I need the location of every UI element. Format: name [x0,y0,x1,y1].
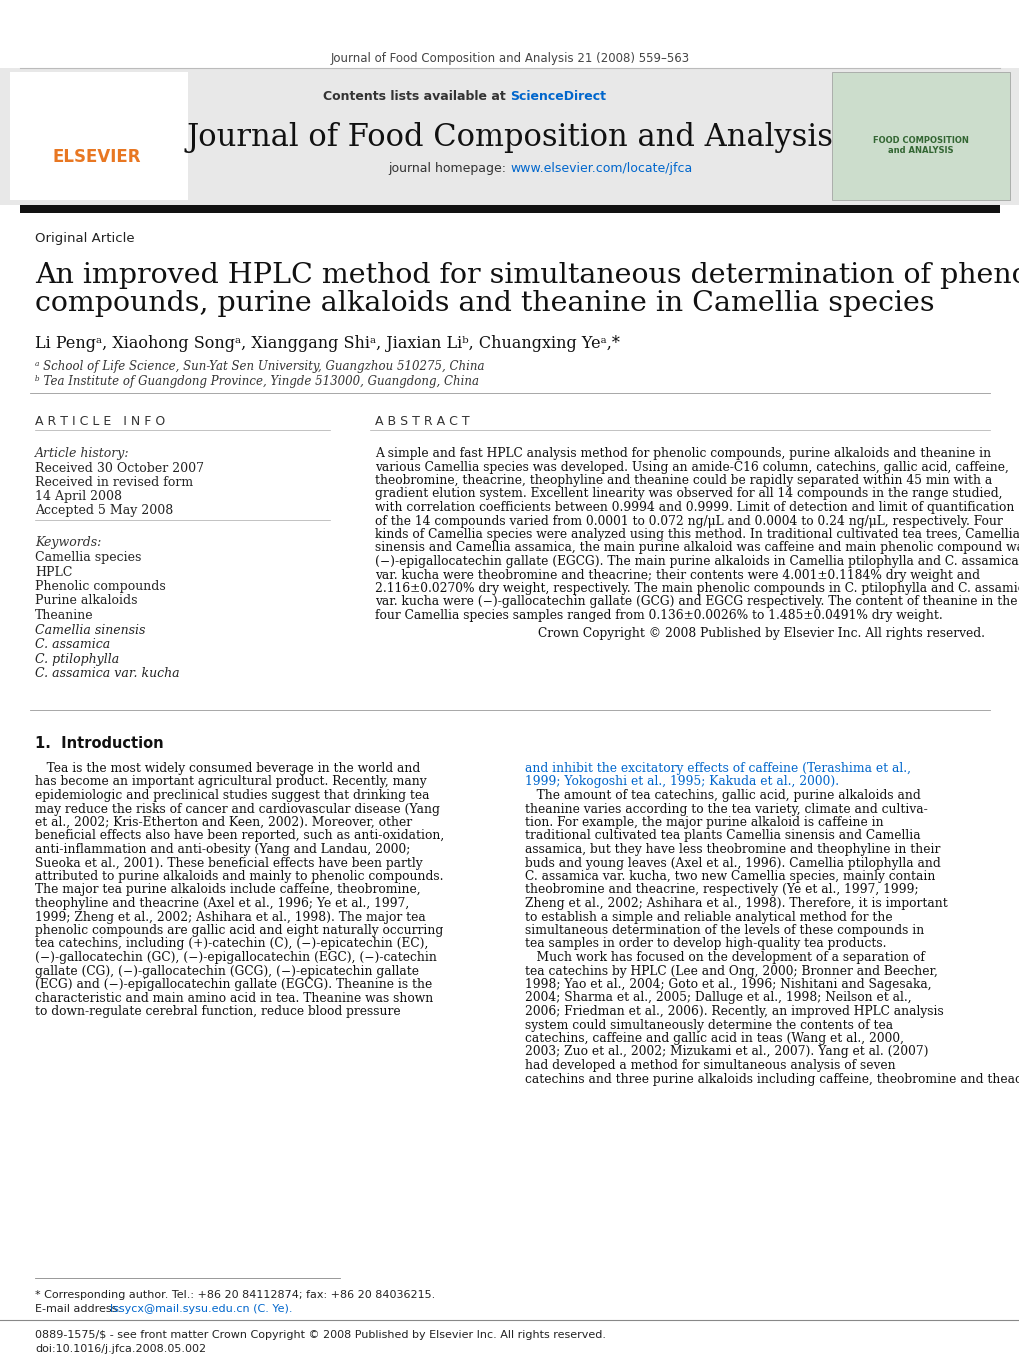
Text: doi:10.1016/j.jfca.2008.05.002: doi:10.1016/j.jfca.2008.05.002 [35,1344,206,1354]
Text: theobromine, theacrine, theophyline and theanine could be rapidly separated with: theobromine, theacrine, theophyline and … [375,474,991,487]
Text: epidemiologic and preclinical studies suggest that drinking tea: epidemiologic and preclinical studies su… [35,790,429,802]
Text: Received in revised form: Received in revised form [35,476,193,489]
Text: 1998; Yao et al., 2004; Goto et al., 1996; Nishitani and Sagesaka,: 1998; Yao et al., 2004; Goto et al., 199… [525,978,930,991]
Text: Accepted 5 May 2008: Accepted 5 May 2008 [35,504,173,516]
Text: ᵇ Tea Institute of Guangdong Province, Yingde 513000, Guangdong, China: ᵇ Tea Institute of Guangdong Province, Y… [35,375,479,389]
Text: HPLC: HPLC [35,565,72,579]
Text: var. kucha were theobromine and theacrine; their contents were 4.001±0.1184% dry: var. kucha were theobromine and theacrin… [375,568,979,582]
Text: (−)-epigallocatechin gallate (EGCG). The main purine alkaloids in Camellia ptilo: (−)-epigallocatechin gallate (EGCG). The… [375,554,1018,568]
Text: 0889-1575/$ - see front matter Crown Copyright © 2008 Published by Elsevier Inc.: 0889-1575/$ - see front matter Crown Cop… [35,1330,605,1340]
Text: Crown Copyright © 2008 Published by Elsevier Inc. All rights reserved.: Crown Copyright © 2008 Published by Else… [537,626,984,640]
Text: sinensis and Camellia assamica, the main purine alkaloid was caffeine and main p: sinensis and Camellia assamica, the main… [375,541,1019,554]
Text: tea catechins by HPLC (Lee and Ong, 2000; Bronner and Beecher,: tea catechins by HPLC (Lee and Ong, 2000… [525,965,936,977]
Text: to down-regulate cerebral function, reduce blood pressure: to down-regulate cerebral function, redu… [35,1006,400,1018]
Bar [10,72,187,200]
Text: gallate (CG), (−)-gallocatechin (GCG), (−)-epicatechin gallate: gallate (CG), (−)-gallocatechin (GCG), (… [35,965,419,977]
Text: 1999; Zheng et al., 2002; Ashihara et al., 1998). The major tea: 1999; Zheng et al., 2002; Ashihara et al… [35,911,425,924]
Text: characteristic and main amino acid in tea. Theanine was shown: characteristic and main amino acid in te… [35,992,433,1004]
Text: four Camellia species samples ranged from 0.136±0.0026% to 1.485±0.0491% dry wei: four Camellia species samples ranged fro… [375,609,942,622]
Text: compounds, purine alkaloids and theanine in Camellia species: compounds, purine alkaloids and theanine… [35,289,933,317]
Text: A simple and fast HPLC analysis method for phenolic compounds, purine alkaloids : A simple and fast HPLC analysis method f… [375,447,990,459]
Text: assamica, but they have less theobromine and theophyline in their: assamica, but they have less theobromine… [525,843,940,856]
Text: Phenolic compounds: Phenolic compounds [35,580,166,593]
Text: may reduce the risks of cancer and cardiovascular disease (Yang: may reduce the risks of cancer and cardi… [35,803,439,815]
Text: had developed a method for simultaneous analysis of seven: had developed a method for simultaneous … [525,1059,895,1072]
Text: tion. For example, the major purine alkaloid is caffeine in: tion. For example, the major purine alka… [525,815,882,829]
Text: gradient elution system. Excellent linearity was observed for all 14 compounds i: gradient elution system. Excellent linea… [375,488,1002,500]
Text: var. kucha were (−)-gallocatechin gallate (GCG) and EGCG respectively. The conte: var. kucha were (−)-gallocatechin gallat… [375,595,1017,609]
Text: theobromine and theacrine, respectively (Ye et al., 1997, 1999;: theobromine and theacrine, respectively … [525,883,918,897]
Text: 2006; Friedman et al., 2006). Recently, an improved HPLC analysis: 2006; Friedman et al., 2006). Recently, … [525,1006,943,1018]
Text: Li Pengᵃ, Xiaohong Songᵃ, Xianggang Shiᵃ, Jiaxian Liᵇ, Chuangxing Yeᵃ,*: Li Pengᵃ, Xiaohong Songᵃ, Xianggang Shiᵃ… [35,336,620,352]
Text: tea samples in order to develop high-quality tea products.: tea samples in order to develop high-qua… [525,938,886,950]
Text: The major tea purine alkaloids include caffeine, theobromine,: The major tea purine alkaloids include c… [35,883,420,897]
Text: has become an important agricultural product. Recently, many: has become an important agricultural pro… [35,776,426,788]
Text: * Corresponding author. Tel.: +86 20 84112874; fax: +86 20 84036215.: * Corresponding author. Tel.: +86 20 841… [35,1290,435,1301]
Text: ScienceDirect: ScienceDirect [510,90,605,103]
Bar [0,68,1019,205]
Text: Tea is the most widely consumed beverage in the world and: Tea is the most widely consumed beverage… [35,762,420,775]
Text: 2.116±0.0270% dry weight, respectively. The main phenolic compounds in C. ptilop: 2.116±0.0270% dry weight, respectively. … [375,582,1019,595]
Text: traditional cultivated tea plants Camellia sinensis and Camellia: traditional cultivated tea plants Camell… [525,829,920,843]
Text: 1.  Introduction: 1. Introduction [35,737,163,752]
Text: phenolic compounds are gallic acid and eight naturally occurring: phenolic compounds are gallic acid and e… [35,924,443,936]
Text: ELSEVIER: ELSEVIER [53,148,141,166]
Text: (ECG) and (−)-epigallocatechin gallate (EGCG). Theanine is the: (ECG) and (−)-epigallocatechin gallate (… [35,978,432,991]
Text: 2003; Zuo et al., 2002; Mizukami et al., 2007). Yang et al. (2007): 2003; Zuo et al., 2002; Mizukami et al.,… [525,1045,927,1059]
Text: An improved HPLC method for simultaneous determination of phenolic: An improved HPLC method for simultaneous… [35,262,1019,289]
Text: with correlation coefficients between 0.9994 and 0.9999. Limit of detection and : with correlation coefficients between 0.… [375,501,1013,514]
Text: and inhibit the excitatory effects of caffeine (Terashima et al.,: and inhibit the excitatory effects of ca… [525,762,910,775]
Text: et al., 2002; Kris-Etherton and Keen, 2002). Moreover, other: et al., 2002; Kris-Etherton and Keen, 20… [35,815,412,829]
Text: tea catechins, including (+)-catechin (C), (−)-epicatechin (EC),: tea catechins, including (+)-catechin (C… [35,938,428,950]
Text: Camellia sinensis: Camellia sinensis [35,624,146,636]
Text: Much work has focused on the development of a separation of: Much work has focused on the development… [525,951,924,964]
Text: theanine varies according to the tea variety, climate and cultiva-: theanine varies according to the tea var… [525,803,927,815]
Text: attributed to purine alkaloids and mainly to phenolic compounds.: attributed to purine alkaloids and mainl… [35,870,443,883]
Text: Theanine: Theanine [35,609,94,622]
Text: Original Article: Original Article [35,232,135,245]
Text: 2004; Sharma et al., 2005; Dalluge et al., 1998; Neilson et al.,: 2004; Sharma et al., 2005; Dalluge et al… [525,992,911,1004]
Text: www.elsevier.com/locate/jfca: www.elsevier.com/locate/jfca [510,162,692,175]
Text: Camellia species: Camellia species [35,550,142,564]
Text: 1999; Yokogoshi et al., 1995; Kakuda et al., 2000).: 1999; Yokogoshi et al., 1995; Kakuda et … [525,776,839,788]
Text: theophyline and theacrine (Axel et al., 1996; Ye et al., 1997,: theophyline and theacrine (Axel et al., … [35,897,409,911]
Text: journal homepage:: journal homepage: [387,162,510,175]
Text: Zheng et al., 2002; Ashihara et al., 1998). Therefore, it is important: Zheng et al., 2002; Ashihara et al., 199… [525,897,947,911]
Text: Purine alkaloids: Purine alkaloids [35,594,138,607]
Text: A R T I C L E   I N F O: A R T I C L E I N F O [35,414,165,428]
Text: 14 April 2008: 14 April 2008 [35,491,122,503]
Bar [20,205,999,213]
Text: A B S T R A C T: A B S T R A C T [375,414,469,428]
Bar [832,72,1009,200]
Text: system could simultaneously determine the contents of tea: system could simultaneously determine th… [525,1018,893,1031]
Text: beneficial effects also have been reported, such as anti-oxidation,: beneficial effects also have been report… [35,829,444,843]
Text: Article history:: Article history: [35,447,129,459]
Text: various Camellia species was developed. Using an amide-C16 column, catechins, ga: various Camellia species was developed. … [375,461,1008,473]
Text: ᵃ School of Life Science, Sun-Yat Sen University, Guangzhou 510275, China: ᵃ School of Life Science, Sun-Yat Sen Un… [35,360,484,372]
Text: Contents lists available at: Contents lists available at [323,90,510,103]
Text: The amount of tea catechins, gallic acid, purine alkaloids and: The amount of tea catechins, gallic acid… [525,790,920,802]
Text: Journal of Food Composition and Analysis: Journal of Food Composition and Analysis [186,122,833,154]
Text: anti-inflammation and anti-obesity (Yang and Landau, 2000;: anti-inflammation and anti-obesity (Yang… [35,843,410,856]
Text: Sueoka et al., 2001). These beneficial effects have been partly: Sueoka et al., 2001). These beneficial e… [35,856,422,870]
Text: C. assamica var. kucha: C. assamica var. kucha [35,667,179,680]
Text: Journal of Food Composition and Analysis 21 (2008) 559–563: Journal of Food Composition and Analysis… [330,52,689,65]
Text: catechins, caffeine and gallic acid in teas (Wang et al., 2000,: catechins, caffeine and gallic acid in t… [525,1031,903,1045]
Text: buds and young leaves (Axel et al., 1996). Camellia ptilophylla and: buds and young leaves (Axel et al., 1996… [525,856,940,870]
Text: (−)-gallocatechin (GC), (−)-epigallocatechin (EGC), (−)-catechin: (−)-gallocatechin (GC), (−)-epigallocate… [35,951,436,964]
Text: FOOD COMPOSITION
and ANALYSIS: FOOD COMPOSITION and ANALYSIS [872,136,968,155]
Text: lssycx@mail.sysu.edu.cn (C. Ye).: lssycx@mail.sysu.edu.cn (C. Ye). [110,1305,292,1314]
Text: C. assamica: C. assamica [35,637,110,651]
Text: catechins and three purine alkaloids including caffeine, theobromine and theacri: catechins and three purine alkaloids inc… [525,1072,1019,1086]
Text: simultaneous determination of the levels of these compounds in: simultaneous determination of the levels… [525,924,923,936]
Text: E-mail address:: E-mail address: [35,1305,124,1314]
Text: Keywords:: Keywords: [35,535,101,549]
Text: C. assamica var. kucha, two new Camellia species, mainly contain: C. assamica var. kucha, two new Camellia… [525,870,934,883]
Text: of the 14 compounds varied from 0.0001 to 0.072 ng/μL and 0.0004 to 0.24 ng/μL, : of the 14 compounds varied from 0.0001 t… [375,515,1002,527]
Text: Received 30 October 2007: Received 30 October 2007 [35,462,204,476]
Text: C. ptilophylla: C. ptilophylla [35,652,119,666]
Text: kinds of Camellia species were analyzed using this method. In traditional cultiv: kinds of Camellia species were analyzed … [375,529,1019,541]
Text: to establish a simple and reliable analytical method for the: to establish a simple and reliable analy… [525,911,892,924]
